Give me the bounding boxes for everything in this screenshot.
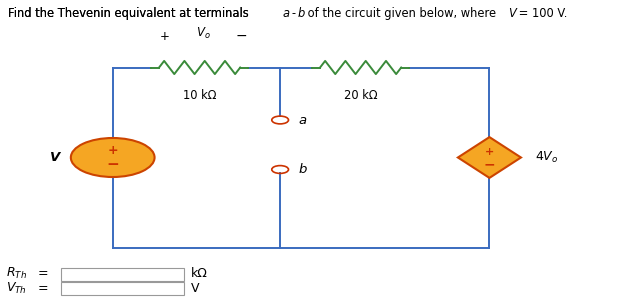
Text: kΩ: kΩ (191, 267, 208, 280)
FancyBboxPatch shape (61, 282, 184, 295)
Text: V: V (50, 151, 60, 164)
Polygon shape (458, 137, 521, 178)
Text: a: a (298, 113, 307, 127)
Text: −: − (236, 29, 247, 43)
Text: $R_{Th}$: $R_{Th}$ (6, 266, 28, 281)
Text: b: b (298, 7, 305, 20)
Text: V: V (191, 282, 200, 295)
Text: =: = (37, 267, 48, 280)
Text: +: + (108, 144, 118, 158)
Text: 20 kΩ: 20 kΩ (344, 89, 377, 103)
Text: 10 kΩ: 10 kΩ (183, 89, 216, 103)
Text: $V_o$: $V_o$ (196, 26, 210, 40)
Text: a: a (282, 7, 289, 20)
Text: $4V_o$: $4V_o$ (535, 150, 558, 165)
Text: Find the Thevenin equivalent at terminals: Find the Thevenin equivalent at terminal… (8, 7, 252, 20)
Text: b: b (298, 163, 307, 176)
Text: -: - (292, 7, 296, 20)
Text: V: V (508, 7, 516, 20)
Text: −: − (106, 157, 119, 172)
Text: $V_{Th}$: $V_{Th}$ (6, 281, 27, 296)
Text: =: = (37, 282, 48, 295)
Circle shape (71, 138, 155, 177)
Text: +: + (159, 29, 169, 43)
Text: +: + (485, 147, 494, 157)
Text: of the circuit given below, where: of the circuit given below, where (304, 7, 500, 20)
Text: Find the Thevenin equivalent at terminals: Find the Thevenin equivalent at terminal… (8, 7, 252, 20)
FancyBboxPatch shape (61, 268, 184, 280)
Text: −: − (484, 157, 495, 171)
Text: = 100 V.: = 100 V. (515, 7, 567, 20)
